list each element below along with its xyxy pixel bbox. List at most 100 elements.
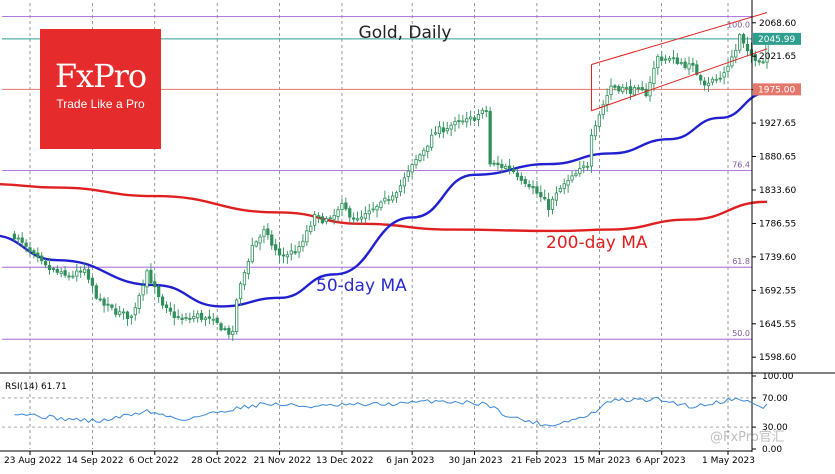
candle-body xyxy=(121,311,126,314)
candle-body xyxy=(601,104,605,115)
candle-body xyxy=(441,127,445,133)
candle-body xyxy=(129,315,133,318)
candle-body xyxy=(550,198,555,210)
channel-lower-line xyxy=(591,48,768,112)
candle-body xyxy=(285,254,289,258)
candle-body xyxy=(153,281,157,287)
candle-body xyxy=(47,265,52,271)
candle-body xyxy=(461,120,465,123)
fib-level-label: 50.0 xyxy=(732,329,750,338)
candle-body xyxy=(36,252,40,258)
candle-body xyxy=(40,255,44,262)
candle-body xyxy=(504,166,508,169)
candle-body xyxy=(75,270,79,277)
candle-body xyxy=(621,86,625,93)
candle-body xyxy=(145,270,149,288)
price-tick-label: 1786.55 xyxy=(759,219,796,229)
candle-body xyxy=(359,216,364,220)
channel-upper-line xyxy=(591,12,768,65)
fxpro-logo: FxPro Trade Like a Pro xyxy=(40,29,161,149)
candle-body xyxy=(242,272,247,286)
candle-body xyxy=(734,49,738,58)
candle-body xyxy=(289,250,293,255)
candle-body xyxy=(118,311,122,315)
candle-body xyxy=(566,180,570,186)
logo-tagline: Trade Like a Pro xyxy=(56,97,145,111)
fib-level-label: 100.0 xyxy=(727,20,750,29)
candle-body xyxy=(547,199,551,211)
candle-body xyxy=(679,62,683,64)
candle-body xyxy=(340,203,344,211)
candle-body xyxy=(176,316,180,318)
candle-body xyxy=(375,206,379,211)
candle-body xyxy=(196,313,200,319)
candle-body xyxy=(691,63,695,66)
candle-body xyxy=(55,268,59,273)
candle-body xyxy=(383,197,387,202)
current-price-tag xyxy=(753,32,801,45)
candle-body xyxy=(293,251,297,254)
candle-body xyxy=(749,49,754,56)
candle-body xyxy=(274,244,278,251)
candle-body xyxy=(531,186,535,189)
candle-body xyxy=(656,56,660,69)
price-tick-label: 2021.65 xyxy=(759,52,796,62)
time-tick-label: 13 Dec 2022 xyxy=(316,456,374,466)
ma200-line xyxy=(0,182,767,233)
price-tick-label: 1927.65 xyxy=(759,119,796,129)
candle-body xyxy=(745,44,750,52)
candle-body xyxy=(488,110,492,165)
candle-body xyxy=(726,65,730,72)
candle-body xyxy=(500,164,504,168)
time-tick-label: 21 Nov 2022 xyxy=(254,456,312,466)
candle-body xyxy=(465,118,469,123)
time-tick-label: 15 Mar 2023 xyxy=(573,456,630,466)
price-tick-label: 1645.55 xyxy=(759,320,796,330)
candle-body xyxy=(137,295,141,309)
time-tick-label: 1 May 2023 xyxy=(702,456,755,466)
candle-body xyxy=(332,214,336,220)
candle-body xyxy=(316,215,321,218)
price-tick-label: 1880.65 xyxy=(759,153,796,163)
fib-level-label: 76.4 xyxy=(732,161,750,170)
candle-body xyxy=(219,323,223,331)
candle-body xyxy=(328,217,332,220)
candle-body xyxy=(472,117,477,121)
candle-body xyxy=(246,261,250,275)
candle-body xyxy=(710,78,715,83)
candle-body xyxy=(741,34,746,44)
candle-body xyxy=(660,56,664,61)
candle-body xyxy=(51,268,56,270)
candle-body xyxy=(207,316,211,319)
candle-body xyxy=(496,162,500,166)
candle-body xyxy=(371,208,375,211)
candle-body xyxy=(418,154,422,161)
candle-body xyxy=(644,89,648,97)
candle-body xyxy=(718,77,722,80)
candle-body xyxy=(363,213,367,219)
candle-body xyxy=(593,125,598,137)
candle-body xyxy=(24,242,28,247)
candle-body xyxy=(12,233,17,240)
candle-body xyxy=(476,114,481,120)
candle-body xyxy=(757,60,761,63)
candle-body xyxy=(410,164,414,173)
candle-body xyxy=(640,87,644,91)
candle-body xyxy=(199,312,204,320)
candle-body xyxy=(636,87,640,90)
candle-body xyxy=(305,230,309,243)
ma50-label: 50-day MA xyxy=(316,276,407,296)
candle-body xyxy=(527,184,531,188)
time-tick-label: 28 Oct 2022 xyxy=(191,456,247,466)
candle-body xyxy=(422,149,426,156)
candle-body xyxy=(63,270,67,276)
candle-body xyxy=(667,57,672,61)
candle-body xyxy=(582,165,586,168)
candle-body xyxy=(336,209,340,217)
candle-body xyxy=(753,54,757,61)
candle-body xyxy=(706,82,711,87)
candle-body xyxy=(106,303,110,306)
candle-body xyxy=(180,317,184,320)
candle-body xyxy=(508,165,512,170)
